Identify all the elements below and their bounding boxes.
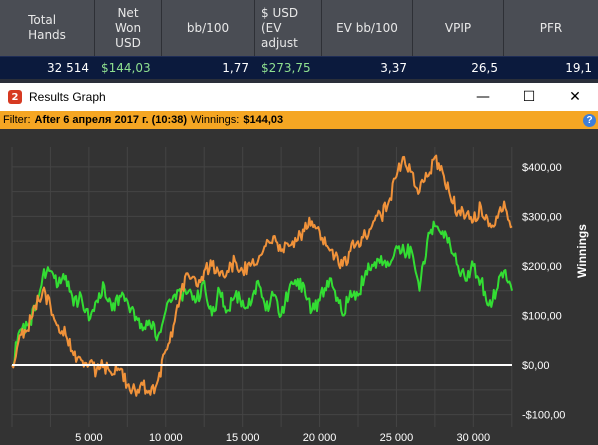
header-label: EV bb/100 bbox=[336, 20, 398, 35]
x-tick-label: 10 000 bbox=[149, 432, 183, 444]
filter-bar: Filter: After 6 апреля 2017 г. (10:38) W… bbox=[0, 111, 598, 129]
title-bar[interactable]: 2 Results Graph — ☐ ✕ bbox=[0, 83, 598, 111]
maximize-button[interactable]: ☐ bbox=[506, 83, 552, 111]
window-title: Results Graph bbox=[29, 90, 106, 104]
x-tick-label: 15 000 bbox=[226, 432, 260, 444]
y-axis-label: Winnings bbox=[575, 224, 589, 278]
header-label: bb/100 bbox=[186, 20, 230, 35]
cell-ev-bb100: 3,37 bbox=[380, 61, 407, 75]
column-header-bb100[interactable]: bb/100 bbox=[162, 0, 255, 56]
cell-total-hands: 32 514 bbox=[47, 61, 89, 75]
cell-ev-usd: $273,75 bbox=[261, 61, 311, 75]
filter-prefix: Filter: bbox=[3, 114, 31, 126]
stats-data-row[interactable]: 32 514 $144,03 1,77 $273,75 3,37 26,5 19… bbox=[0, 56, 598, 79]
column-header-pfr[interactable]: PFR bbox=[504, 0, 598, 56]
x-tick-label: 30 000 bbox=[457, 432, 491, 444]
column-header-ev-usd[interactable]: $ USD (EV adjust bbox=[255, 0, 322, 56]
app-logo-icon: 2 bbox=[8, 90, 22, 104]
header-label: Total Hands bbox=[28, 13, 66, 42]
cell-pfr: 19,1 bbox=[565, 61, 592, 75]
series-line-net_won bbox=[11, 220, 513, 368]
results-chart: -$100,00 $0,00 $100,00 $200,00 $300,00 $400,0… bbox=[0, 129, 598, 445]
close-button[interactable]: ✕ bbox=[552, 83, 598, 111]
help-icon[interactable]: ? bbox=[583, 113, 596, 127]
series-line-ev_adjusted bbox=[11, 154, 513, 397]
header-label: $ USD (EV adjust bbox=[261, 5, 299, 50]
x-tick-label: 20 000 bbox=[303, 432, 337, 444]
header-label: VPIP bbox=[444, 20, 472, 35]
y-tick-label: $400,00 bbox=[522, 162, 562, 174]
header-label: PFR bbox=[539, 20, 563, 35]
stats-header-row: Total Hands Net Won USD bb/100 $ USD (EV… bbox=[0, 0, 598, 56]
winnings-label: Winnings: bbox=[191, 114, 240, 126]
plot-area bbox=[12, 147, 512, 427]
y-tick-label: $100,00 bbox=[522, 310, 562, 322]
close-icon: ✕ bbox=[569, 89, 581, 105]
divider bbox=[0, 79, 598, 83]
y-tick-label: $300,00 bbox=[522, 211, 562, 223]
cell-bb100: 1,77 bbox=[222, 61, 249, 75]
window-controls: — ☐ ✕ bbox=[460, 83, 598, 111]
y-tick-label: $200,00 bbox=[522, 261, 562, 273]
column-header-vpip[interactable]: VPIP bbox=[413, 0, 504, 56]
minimize-button[interactable]: — bbox=[460, 83, 506, 111]
y-tick-label: $0,00 bbox=[522, 360, 550, 372]
results-graph-window: 2 Results Graph — ☐ ✕ Filter: After 6 ап… bbox=[0, 83, 598, 445]
cell-net-won: $144,03 bbox=[101, 61, 151, 75]
column-header-ev-bb100[interactable]: EV bb/100 bbox=[322, 0, 413, 56]
column-header-total-hands[interactable]: Total Hands bbox=[0, 0, 95, 56]
maximize-icon: ☐ bbox=[522, 89, 536, 105]
cell-vpip: 26,5 bbox=[471, 61, 498, 75]
y-tick-label: -$100,00 bbox=[522, 410, 565, 422]
x-tick-label: 5 000 bbox=[75, 432, 103, 444]
chart-svg: -$100,00 $0,00 $100,00 $200,00 $300,00 $400,0… bbox=[11, 147, 589, 444]
column-header-net-won[interactable]: Net Won USD bbox=[95, 0, 162, 56]
x-tick-label: 25 000 bbox=[380, 432, 414, 444]
header-label: Net Won USD bbox=[114, 5, 142, 50]
winnings-value: $144,03 bbox=[243, 114, 284, 126]
filter-value: After 6 апреля 2017 г. (10:38) bbox=[34, 114, 188, 126]
minimize-icon: — bbox=[476, 89, 490, 105]
